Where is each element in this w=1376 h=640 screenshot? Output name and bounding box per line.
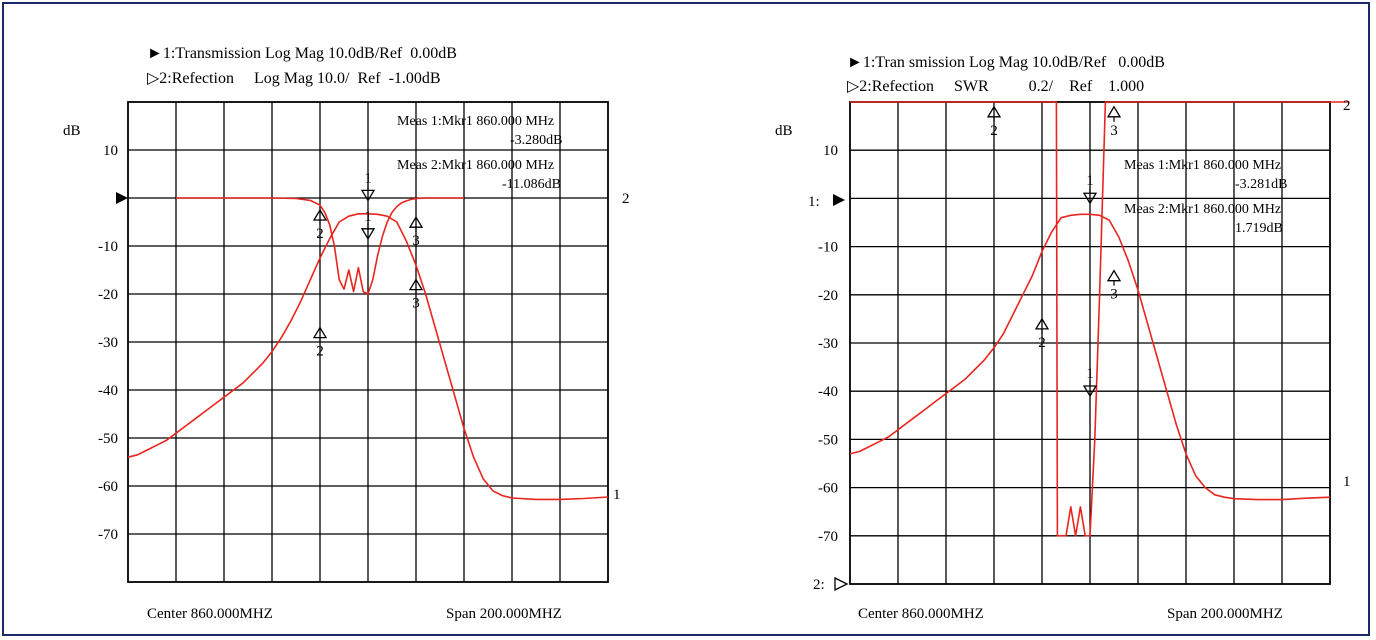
marker-group: 2 3 1 1 2 3 [986, 105, 1122, 398]
y-tick-label: -60 [98, 479, 118, 495]
meas-2-line1: Meas 2:Mkr1 860.000 MHz [397, 158, 554, 173]
y-tick-label: -30 [818, 336, 838, 352]
y-tick-label: -70 [98, 527, 118, 543]
marker-triangle-icon [360, 228, 376, 241]
y-tick-label: -50 [98, 431, 118, 447]
y-tick-label: 10 [823, 143, 838, 159]
trace-group [849, 101, 1350, 537]
marker-label: 1 [364, 170, 372, 186]
marker-3: 3 [408, 215, 424, 249]
trace-1-end-label: 1 [613, 487, 621, 503]
y-tick-label: -70 [818, 529, 838, 545]
header-line-2: ▷2:Refection Log Mag 10.0/ Ref -1.00dB [147, 70, 441, 87]
marker-label: 3 [412, 233, 420, 249]
header-line-1: ►1:Tran smission Log Mag 10.0dB/Ref 0.00… [847, 54, 1165, 71]
marker-3: 3 [408, 278, 424, 312]
ref-2-label: 2: [813, 577, 825, 593]
marker-triangle-icon [1082, 192, 1098, 205]
marker-label: 2 [1038, 335, 1046, 351]
marker-2: 2 [986, 105, 1002, 139]
meas-2-line2: 1.719dB [1235, 221, 1283, 236]
marker-triangle-icon [1082, 385, 1098, 398]
marker-1: 1 [360, 170, 376, 202]
marker-label: 1 [364, 209, 372, 225]
marker-label: 1 [1086, 173, 1094, 189]
center-frequency-label: Center 860.000MHZ [858, 606, 984, 622]
trace-2-end-label: 2 [1343, 98, 1351, 114]
y-tick-label: -20 [98, 287, 118, 303]
meas-1-line1: Meas 1:Mkr1 860.000 MHz [1124, 158, 1281, 173]
marker-triangle-icon [408, 278, 424, 291]
plot-grid [849, 101, 1331, 585]
marker-triangle-icon [312, 208, 328, 221]
marker-2: 2 [312, 326, 328, 360]
y-tick-label: -10 [98, 239, 118, 255]
y-tick-label: -30 [98, 335, 118, 351]
marker-triangle-icon [312, 326, 328, 339]
header-line-1: ►1:Transmission Log Mag 10.0dB/Ref 0.00d… [147, 45, 457, 62]
y-tick-labels: 10 -10 -20 -30 -40 -50 -60 -70 [818, 143, 838, 545]
plot-grid [127, 101, 609, 583]
y-tick-labels: 10 -10 -20 -30 -40 -50 -60 -70 [98, 143, 118, 543]
y-axis-label: dB [775, 123, 793, 139]
marker-triangle-icon [986, 105, 1002, 118]
meas-2-line2: -11.086dB [502, 177, 561, 192]
y-tick-label: -20 [818, 288, 838, 304]
marker-label: 2 [316, 226, 324, 242]
trace-group [127, 197, 609, 501]
y-tick-label: 10 [103, 143, 118, 159]
ref-1-marker-icon [833, 194, 845, 206]
ref-2-marker-icon [834, 576, 849, 592]
marker-label: 2 [316, 344, 324, 360]
trace-2 [850, 101, 1350, 537]
marker-label: 1 [1086, 366, 1094, 382]
meas-1-line1: Meas 1:Mkr1 860.000 MHz [397, 114, 554, 129]
chart-right: ►1:Tran smission Log Mag 10.0dB/Ref 0.00… [775, 54, 1351, 622]
marker-triangle-icon [360, 189, 376, 202]
center-frequency-label: Center 860.000MHZ [147, 606, 273, 622]
marker-2: 2 [312, 208, 328, 242]
meas-1-line2: -3.281dB [1235, 177, 1288, 192]
span-label: Span 200.000MHZ [1167, 606, 1283, 622]
ref-1-label: 1: [808, 194, 820, 210]
marker-2: 2 [1034, 317, 1050, 351]
y-tick-label: -40 [98, 383, 118, 399]
span-label: Span 200.000MHZ [446, 606, 562, 622]
chart-left: ►1:Transmission Log Mag 10.0dB/Ref 0.00d… [63, 45, 630, 622]
marker-label: 2 [990, 123, 998, 139]
y-tick-label: -40 [818, 384, 838, 400]
marker-label: 3 [1110, 287, 1118, 303]
marker-1: 1 [1082, 173, 1098, 205]
marker-triangle-icon [408, 215, 424, 228]
y-tick-label: -60 [818, 481, 838, 497]
trace-2-end-label: 2 [622, 191, 630, 207]
marker-label: 3 [1110, 123, 1118, 139]
marker-1: 1 [1082, 366, 1098, 398]
y-tick-label: -50 [818, 432, 838, 448]
marker-1: 1 [360, 209, 376, 241]
trace-1 [127, 213, 609, 501]
marker-3: 3 [1106, 105, 1122, 139]
meas-2-line1: Meas 2:Mkr1 860.000 MHz [1124, 202, 1281, 217]
marker-group: 1 1 2 2 3 3 [312, 170, 424, 360]
marker-triangle-icon [1034, 317, 1050, 330]
trace-1 [849, 213, 1331, 501]
marker-3: 3 [1106, 269, 1122, 303]
marker-triangle-icon [1106, 105, 1122, 118]
ref-marker-icon [116, 192, 128, 204]
trace-1-end-label: 1 [1343, 474, 1351, 490]
marker-triangle-icon [1106, 269, 1122, 282]
trace-2 [176, 197, 464, 295]
header-line-2: ▷2:Refection SWR 0.2/ Ref 1.000 [847, 78, 1144, 95]
marker-label: 3 [412, 296, 420, 312]
meas-1-line2: -3.280dB [510, 133, 563, 148]
y-axis-label: dB [63, 123, 81, 139]
y-tick-label: -10 [818, 240, 838, 256]
